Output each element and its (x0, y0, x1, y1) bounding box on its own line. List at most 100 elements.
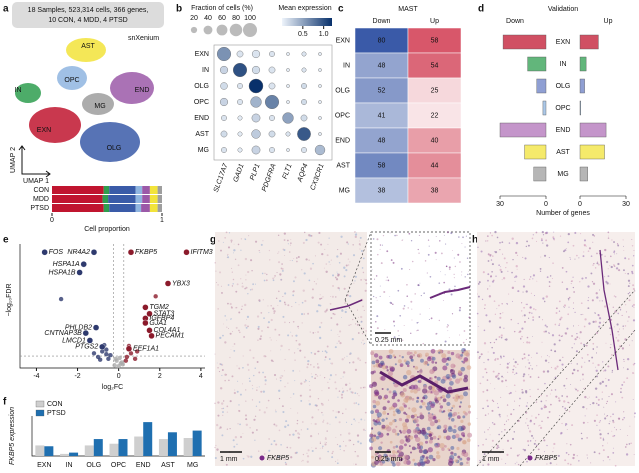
bar (158, 439, 168, 456)
bar (192, 430, 202, 456)
tissue-dot (326, 308, 329, 311)
tissue-dot (308, 403, 311, 406)
tissue-dot (567, 462, 570, 465)
tissue-dot (522, 375, 525, 378)
heatmap-cell (407, 52, 462, 79)
proportion-segment (157, 204, 162, 212)
tissue-dot (608, 423, 610, 425)
labeled-point (142, 319, 149, 327)
tissue-dot (523, 449, 527, 452)
tissue-dot (399, 314, 402, 317)
tissue-dot (527, 424, 529, 427)
tissue-dot (457, 253, 460, 256)
tissue-dot (218, 370, 221, 373)
validation-category: AST (556, 149, 570, 156)
tissue-dot (247, 270, 250, 274)
tissue-dot (392, 303, 394, 306)
dot (251, 113, 261, 123)
tissue-dot (527, 244, 530, 247)
tissue-dot (409, 355, 414, 360)
tissue-dot (306, 460, 309, 463)
tissue-dot (437, 419, 441, 423)
tissue-dot (499, 241, 501, 244)
tissue-dot (417, 284, 420, 287)
tissue-dot (496, 447, 499, 450)
tissue-dot (361, 267, 364, 269)
tissue-dot (613, 265, 616, 267)
tissue-dot (543, 439, 546, 442)
tissue-dot (491, 255, 494, 257)
tissue-dot (291, 335, 293, 337)
x-tick-label: AST (161, 462, 175, 469)
tissue-dot (298, 304, 300, 306)
tissue-dot (569, 258, 571, 260)
tissue-dot (489, 341, 492, 344)
tissue-dot (405, 437, 411, 443)
tissue-dot (268, 259, 271, 261)
tissue-dot (238, 329, 240, 332)
heatmap-row: IN (343, 62, 350, 69)
tissue-dot (428, 433, 433, 437)
tissue-dot (602, 439, 605, 441)
tissue-dot (561, 335, 563, 337)
size-legend-title: Fraction of cells (%) (191, 5, 253, 12)
tissue-dot (327, 450, 329, 453)
tissue-dot (400, 392, 406, 398)
tissue-dot (374, 452, 378, 456)
tissue-dot (615, 267, 619, 270)
tissue-dot (502, 355, 505, 358)
tissue-dot (572, 456, 575, 460)
tissue-dot (525, 245, 528, 248)
tissue-dot (244, 303, 247, 307)
tissue-dot (622, 328, 624, 330)
tissue-dot (505, 463, 507, 465)
tissue-dot (559, 359, 562, 362)
dot (282, 112, 294, 124)
umap-cluster (15, 83, 41, 103)
tissue-dot (419, 414, 425, 420)
tissue-dot (429, 308, 430, 310)
tissue-dot (380, 441, 383, 444)
tissue-dot (605, 384, 608, 387)
tissue-dot (530, 292, 532, 294)
tissue-dot (576, 389, 579, 392)
tissue-dot (278, 389, 281, 392)
tissue-dot (535, 401, 538, 403)
tissue-dot (278, 290, 280, 293)
tissue-dot (228, 327, 229, 329)
tissue-dot (420, 358, 424, 363)
tissue-dot (506, 303, 508, 305)
tissue-dot (599, 289, 601, 291)
tissue-dot (452, 396, 455, 400)
tissue-dot (453, 411, 458, 416)
tissue-dot (488, 295, 492, 298)
umap-label: EXN (37, 127, 51, 134)
tissue-dot (567, 297, 570, 300)
tissue-dot (481, 298, 484, 301)
tissue-dot (314, 404, 317, 407)
tissue-dot (306, 452, 308, 454)
tissue-dot (301, 269, 303, 271)
tissue-dot (532, 319, 534, 321)
tissue-dot (562, 250, 565, 253)
tissue-dot (329, 374, 333, 377)
tissue-dot (273, 310, 276, 313)
tissue-dot (531, 312, 533, 314)
tissue-dot (324, 441, 326, 443)
tissue-dot (311, 375, 313, 378)
tissue-dot (438, 435, 442, 439)
tissue-dot (434, 419, 438, 424)
tissue-dot (457, 437, 462, 442)
tissue-dot (352, 254, 356, 257)
tissue-dot (339, 252, 342, 255)
tissue-dot (355, 463, 357, 466)
tissue-dot (540, 239, 543, 242)
tissue-dot (581, 373, 584, 376)
size-legend-label: 100 (244, 15, 256, 22)
tissue-dot (254, 283, 257, 285)
tissue-dot (449, 373, 452, 377)
tissue-dot (250, 455, 253, 458)
tissue-dot (312, 332, 315, 334)
tissue-dot (245, 286, 248, 289)
dot (220, 82, 228, 90)
